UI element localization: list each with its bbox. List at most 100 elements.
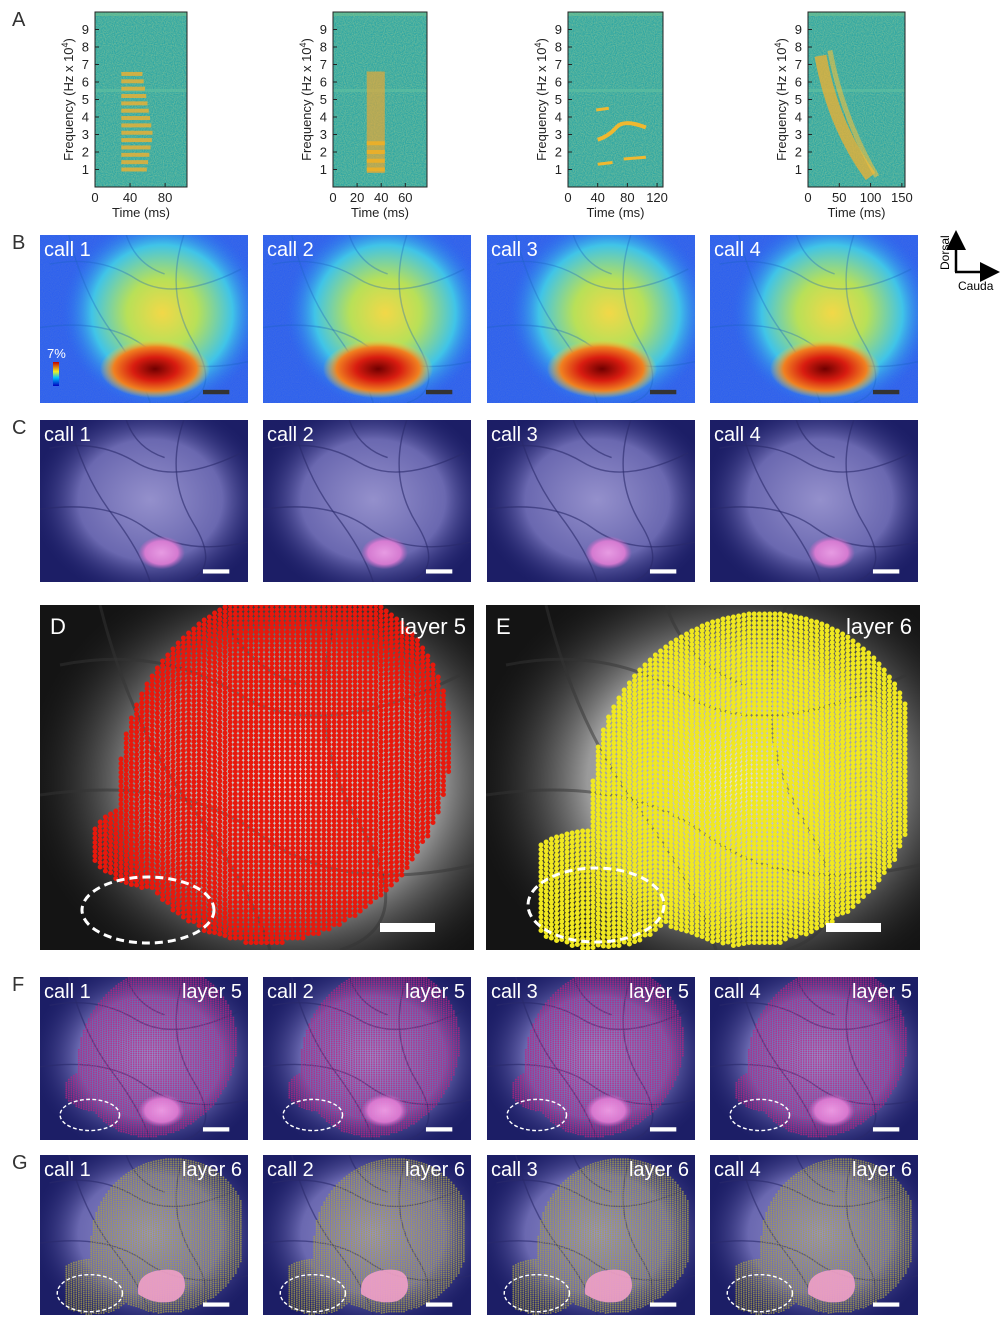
layer-label: layer 5: [852, 981, 912, 1003]
call-label: call 3: [491, 1159, 538, 1181]
spectrogram-noise: [568, 12, 663, 187]
scale-bar: [650, 1302, 676, 1306]
call-band: [121, 94, 146, 98]
y-axis-label: Frequency (Hz x 104): [298, 38, 314, 161]
call-band: [367, 168, 385, 172]
spectrogram: 1234567890204060Time (ms)Frequency (Hz x…: [298, 12, 427, 220]
x-axis-label: Time (ms): [351, 205, 409, 220]
panel-letter: C: [12, 417, 26, 439]
call-label: call 1: [44, 239, 91, 261]
panel-letter: B: [12, 232, 25, 254]
y-tick-label: 2: [795, 145, 802, 160]
scale-bar: [650, 569, 676, 573]
y-tick-label: 9: [82, 22, 89, 37]
call-label: call 3: [491, 424, 538, 446]
y-tick-label: 9: [555, 22, 562, 37]
call-band: [121, 87, 145, 91]
layer-label: layer 6: [182, 1159, 242, 1181]
figure: Dorsal Cauda A12345678904080Time (ms)Fre…: [0, 0, 1000, 1320]
y-tick-label: 3: [795, 127, 802, 142]
call-band: [121, 153, 149, 157]
y-tick-label: 9: [320, 22, 327, 37]
y-axis-label-part: ): [774, 38, 789, 42]
layer-label: layer 5: [405, 981, 465, 1003]
orientation: Dorsal Cauda: [938, 235, 994, 293]
scale-bar: [650, 390, 676, 394]
call-band: [121, 101, 147, 105]
colorbar: [53, 362, 59, 386]
y-tick-label: 5: [320, 92, 327, 107]
x-tick-label: 20: [350, 190, 364, 205]
call-label: call 3: [491, 239, 538, 261]
call-band: [121, 79, 143, 83]
x-tick-label: 40: [590, 190, 604, 205]
image: [466, 550, 1000, 1010]
y-axis-label: Frequency (Hz x 104): [773, 38, 789, 161]
y-tick-label: 2: [320, 145, 327, 160]
spectrogram: 12345678904080120Time (ms)Frequency (Hz …: [533, 12, 668, 220]
panel-letter: G: [12, 1152, 28, 1174]
x-tick-label: 40: [123, 190, 137, 205]
call-label: call 4: [714, 424, 761, 446]
layer-label: layer 5: [629, 981, 689, 1003]
call-band: [121, 145, 150, 149]
x-tick-label: 150: [891, 190, 913, 205]
y-axis-label-part: ): [534, 38, 549, 42]
layer-label: layer 5: [182, 981, 242, 1003]
y-tick-label: 7: [795, 57, 802, 72]
scale-bar: [873, 390, 899, 394]
y-axis-label-part: ): [61, 38, 76, 42]
call-label: call 2: [267, 981, 314, 1003]
call-band: [121, 109, 148, 113]
y-tick-label: 8: [555, 40, 562, 55]
call-label: call 2: [267, 1159, 314, 1181]
cortex: [20, 550, 560, 1010]
layer-label: layer 6: [405, 1159, 465, 1181]
x-tick-label: 120: [646, 190, 668, 205]
scale-bar: [426, 1127, 452, 1131]
scale-bar: [826, 923, 881, 932]
response-core: [323, 340, 433, 398]
y-tick-label: 4: [82, 110, 89, 125]
x-axis-label: Time (ms): [112, 205, 170, 220]
y-axis-label-part: ): [299, 38, 314, 42]
x-tick-label: 0: [329, 190, 336, 205]
y-tick-label: 6: [320, 75, 327, 90]
scale-bar: [426, 390, 452, 394]
call-band: [121, 138, 152, 142]
scale-bar: [650, 1127, 676, 1131]
y-tick-label: 6: [555, 75, 562, 90]
layer-label: layer 6: [852, 1159, 912, 1181]
call-band: [367, 141, 385, 145]
y-tick-label: 1: [795, 162, 802, 177]
y-tick-label: 7: [82, 57, 89, 72]
y-tick-label: 3: [555, 127, 562, 142]
call-band: [367, 72, 385, 174]
y-tick-label: 5: [795, 92, 802, 107]
call-label: call 2: [267, 424, 314, 446]
y-tick-label: 7: [555, 57, 562, 72]
scale-bar: [380, 923, 435, 932]
y-tick-label: 4: [320, 110, 327, 125]
caudal-label: Cauda: [958, 279, 994, 293]
y-tick-label: 3: [82, 127, 89, 142]
scale-bar: [873, 569, 899, 573]
x-tick-label: 0: [804, 190, 811, 205]
panel-letter: D: [50, 614, 66, 639]
panel-letter: F: [12, 974, 24, 996]
call-label: call 4: [714, 239, 761, 261]
panel-letter: A: [12, 9, 26, 31]
scale-bar: [203, 569, 229, 573]
panel-letter: E: [496, 614, 511, 639]
scale-bar: [203, 1302, 229, 1306]
y-tick-label: 2: [555, 145, 562, 160]
y-tick-label: 3: [320, 127, 327, 142]
x-tick-label: 50: [832, 190, 846, 205]
y-axis-label: Frequency (Hz x 104): [533, 38, 549, 161]
noise-band: [568, 89, 663, 92]
y-axis-label-part: Frequency (Hz x 10: [534, 47, 549, 160]
y-tick-label: 5: [555, 92, 562, 107]
y-axis-label-part: Frequency (Hz x 10: [61, 47, 76, 160]
